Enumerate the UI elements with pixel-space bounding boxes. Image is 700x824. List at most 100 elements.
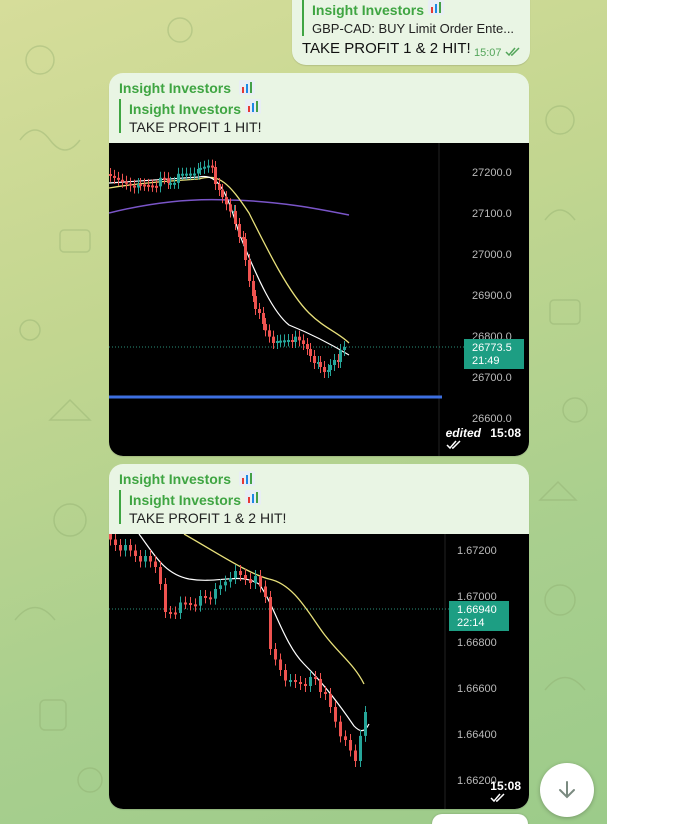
candle [339, 350, 342, 362]
candle [234, 211, 237, 224]
candle [214, 167, 217, 184]
candle [289, 680, 292, 682]
candle [204, 596, 207, 598]
candle [319, 679, 322, 692]
candle [238, 224, 241, 237]
candle [313, 356, 316, 363]
candle [214, 589, 217, 599]
candle [262, 313, 265, 324]
candle [229, 204, 232, 212]
candle [283, 340, 286, 343]
reply-sender-name: Insight Investors [129, 101, 242, 117]
y-tick: 1.67000 [457, 591, 497, 603]
chart-image-1[interactable]: 27200.0 27100.0 27000.0 26900.0 26800.0 … [109, 143, 529, 456]
candle [333, 360, 336, 365]
price-tag-value: 1.66940 [457, 604, 497, 616]
candle [167, 178, 170, 183]
message-bubble-3[interactable]: Insight Investors Insight Investors TAKE… [109, 464, 529, 809]
price-tag [449, 601, 509, 631]
candle [144, 556, 147, 562]
candle [254, 296, 257, 309]
candle [302, 340, 305, 344]
candle [298, 336, 301, 341]
double-check-icon [505, 47, 520, 57]
reply-quote[interactable]: Insight Investors TAKE PROFIT 1 HIT! [119, 99, 262, 135]
candle [207, 165, 210, 168]
candle [184, 602, 187, 605]
price-tag [464, 339, 524, 369]
candle [329, 694, 332, 707]
candle [276, 341, 279, 343]
candle [309, 349, 312, 356]
y-tick: 27200.0 [472, 167, 512, 179]
candle [139, 556, 142, 562]
candle [185, 173, 188, 176]
edited-label: edited [445, 426, 481, 440]
candle [137, 184, 140, 188]
candle [173, 182, 176, 185]
reply-text: GBP-CAD: BUY Limit Order Ente... [312, 21, 515, 36]
candle [272, 336, 275, 343]
bar-chart-icon [244, 490, 261, 508]
candle [129, 183, 132, 186]
candle [117, 177, 120, 180]
y-tick: 1.66200 [457, 775, 497, 787]
candle [109, 174, 112, 176]
chart-image-2[interactable]: 1.67200 1.67000 1.66800 1.66600 1.66400 … [109, 534, 529, 809]
y-tick: 1.66800 [457, 637, 497, 649]
candle [291, 340, 294, 342]
candle [113, 175, 116, 178]
double-check-icon [490, 793, 505, 803]
candle [225, 197, 228, 205]
candle [294, 336, 297, 342]
candle [324, 692, 327, 694]
message-time: 15:07 [474, 47, 502, 59]
candle [252, 281, 255, 296]
candle [354, 750, 357, 761]
bar-chart-icon [238, 471, 255, 489]
candle [159, 567, 162, 584]
reply-quote[interactable]: Insight Investors TAKE PROFIT 1 & 2 HIT! [119, 490, 286, 526]
candle [268, 330, 271, 337]
candle [229, 578, 232, 582]
sender-name[interactable]: Insight Investors [119, 80, 232, 96]
candlestick-chart: 1.67200 1.67000 1.66800 1.66600 1.66400 … [109, 534, 509, 809]
y-tick: 26900.0 [472, 290, 512, 302]
scroll-down-button[interactable] [540, 763, 594, 817]
candle [133, 185, 136, 188]
candle [147, 184, 150, 187]
reply-quote[interactable]: Insight Investors GBP-CAD: BUY Limit Ord… [302, 0, 514, 36]
price-tag-value: 26773.5 [472, 342, 512, 354]
candle [249, 579, 252, 583]
candle [159, 177, 162, 187]
message-time: 15:08 [490, 779, 521, 793]
candle [199, 596, 202, 606]
candle [194, 604, 197, 607]
wallpaper-pattern [14, 17, 588, 793]
message-bubble-1[interactable]: Insight Investors GBP-CAD: BUY Limit Ord… [292, 0, 530, 65]
candle [199, 167, 202, 170]
candle [314, 677, 317, 679]
candle [125, 181, 128, 184]
reactions-pill[interactable] [432, 814, 528, 824]
sender-name[interactable]: Insight Investors [119, 471, 232, 487]
candle [239, 571, 242, 575]
candle [244, 575, 247, 579]
candle [203, 166, 206, 169]
candle [164, 584, 167, 612]
candle [279, 659, 282, 670]
candle [163, 177, 166, 180]
candle [181, 173, 184, 176]
candle [129, 545, 132, 551]
message-bubble-2[interactable]: Insight Investors Insight Investors TAKE… [109, 73, 529, 456]
y-tick: 26700.0 [472, 372, 512, 384]
y-tick: 26600.0 [472, 413, 512, 425]
candle [189, 173, 192, 176]
message-time: 15:08 [490, 426, 521, 440]
candle [134, 550, 137, 556]
candle [151, 185, 154, 188]
candle [114, 539, 117, 545]
y-tick: 27100.0 [472, 208, 512, 220]
candle [189, 603, 192, 605]
y-tick: 1.66600 [457, 683, 497, 695]
